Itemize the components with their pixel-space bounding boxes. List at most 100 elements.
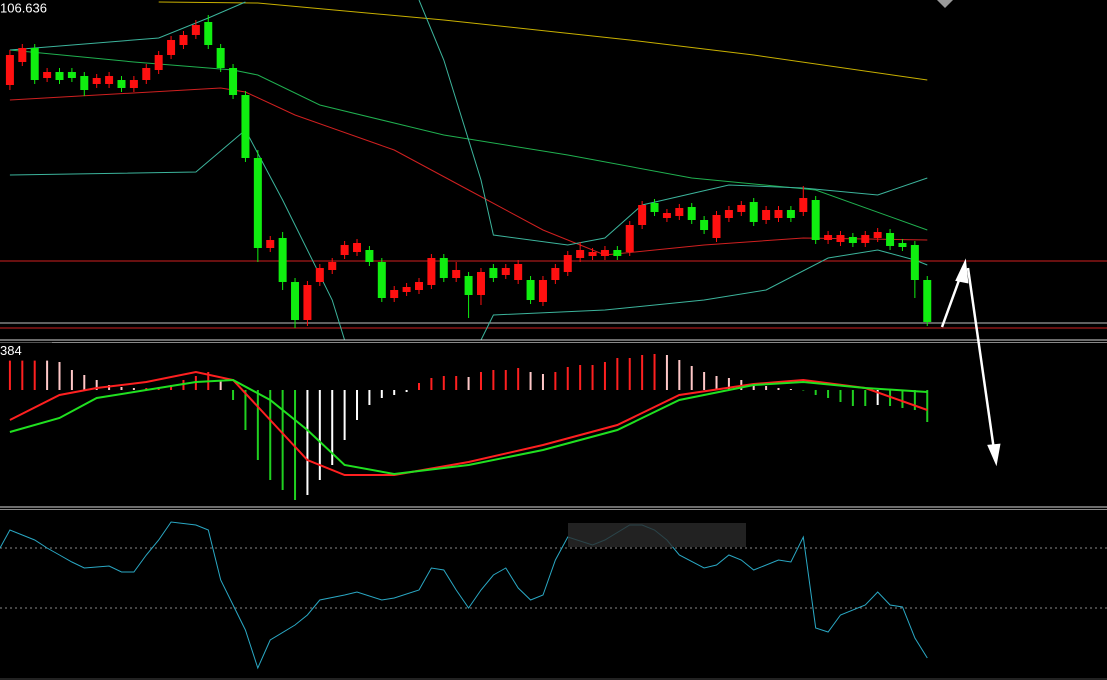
macd-histogram-bar bbox=[554, 372, 557, 390]
macd-histogram-bar bbox=[455, 376, 458, 390]
macd-histogram-bar bbox=[678, 360, 681, 390]
candle-body bbox=[191, 25, 200, 35]
macd-histogram-bar bbox=[120, 387, 123, 390]
macd-histogram-bar bbox=[256, 390, 259, 460]
candle-body bbox=[836, 235, 845, 242]
candle-body bbox=[266, 240, 275, 248]
candle-body bbox=[154, 55, 163, 70]
candle-body bbox=[92, 78, 101, 84]
macd-histogram-bar bbox=[269, 390, 272, 480]
macd-histogram-bar bbox=[727, 378, 730, 390]
candle-body bbox=[303, 285, 312, 320]
candle-body bbox=[167, 40, 176, 55]
macd-histogram-bar bbox=[21, 348, 24, 390]
macd-histogram-bar bbox=[343, 390, 346, 440]
macd-panel bbox=[8, 348, 929, 500]
macd-histogram-bar bbox=[864, 390, 867, 406]
macd-histogram-bar bbox=[95, 380, 98, 390]
macd-histogram-bar bbox=[58, 362, 61, 390]
candle-body bbox=[625, 225, 634, 252]
candle-body bbox=[910, 245, 919, 280]
candle-body bbox=[898, 243, 907, 247]
candle-body bbox=[861, 235, 870, 243]
candle-body bbox=[105, 76, 114, 84]
macd-histogram-bar bbox=[430, 378, 433, 390]
macd-histogram-bar bbox=[8, 350, 11, 390]
candle-body bbox=[67, 72, 76, 78]
macd-histogram-bar bbox=[827, 390, 830, 398]
candle-body bbox=[538, 280, 547, 302]
candle-body bbox=[30, 48, 39, 80]
candle-body bbox=[526, 280, 535, 300]
y-tick-label: 384 bbox=[0, 343, 22, 358]
candle-body bbox=[786, 210, 795, 218]
macd-histogram-bar bbox=[789, 389, 792, 390]
candle-body bbox=[241, 95, 250, 158]
moving-average-line bbox=[418, 0, 928, 246]
candle-body bbox=[762, 210, 771, 220]
macd-histogram-bar bbox=[356, 390, 359, 420]
candle-body bbox=[551, 268, 560, 280]
candle-body bbox=[278, 238, 287, 282]
candle-body bbox=[687, 207, 696, 220]
macd-histogram-bar bbox=[703, 372, 706, 390]
macd-histogram-bar bbox=[889, 390, 892, 406]
candle-body bbox=[600, 250, 609, 256]
candle-body bbox=[724, 210, 733, 218]
candle-body bbox=[886, 233, 895, 246]
candle-body bbox=[650, 203, 659, 212]
candle-body bbox=[328, 262, 337, 270]
y-tick-label: 106.636 bbox=[0, 0, 47, 15]
macd-histogram-bar bbox=[417, 383, 420, 390]
candle-body bbox=[774, 210, 783, 218]
candle-body bbox=[55, 72, 64, 80]
candle-body bbox=[142, 68, 151, 80]
macd-histogram-bar bbox=[517, 368, 520, 390]
macd-histogram-bar bbox=[541, 374, 544, 390]
macd-histogram-bar bbox=[715, 376, 718, 390]
price-panel bbox=[0, 0, 1107, 340]
macd-histogram-bar bbox=[70, 370, 73, 390]
macd-histogram-bar bbox=[83, 375, 86, 390]
macd-histogram-bar bbox=[442, 376, 445, 390]
candle-body bbox=[501, 268, 510, 275]
candle-body bbox=[340, 245, 349, 255]
macd-histogram-bar bbox=[529, 372, 532, 390]
candle-body bbox=[204, 22, 213, 45]
candle-body bbox=[824, 235, 833, 240]
macd-histogram-bar bbox=[170, 385, 173, 390]
macd-histogram-bar bbox=[393, 390, 396, 395]
candle-body bbox=[700, 220, 709, 230]
macd-histogram-bar bbox=[814, 390, 817, 395]
candle-body bbox=[613, 250, 622, 256]
y-tick-label-bg bbox=[0, 0, 52, 18]
arrow-head bbox=[987, 443, 1001, 467]
macd-histogram-bar bbox=[467, 377, 470, 390]
moving-average-line bbox=[9, 87, 928, 256]
candle-body bbox=[291, 282, 300, 320]
macd-histogram-bar bbox=[690, 366, 693, 390]
macd-histogram-bar bbox=[232, 390, 235, 400]
arrow-head bbox=[955, 258, 969, 284]
macd-histogram-bar bbox=[132, 388, 135, 390]
candle-body bbox=[848, 237, 857, 243]
macd-histogram-bar bbox=[876, 390, 879, 405]
macd-histogram-bar bbox=[665, 355, 668, 390]
candle-body bbox=[712, 215, 721, 238]
candle-body bbox=[129, 80, 138, 88]
corner-marker bbox=[937, 0, 953, 8]
macd-histogram-bar bbox=[777, 388, 780, 390]
candle-body bbox=[179, 35, 188, 45]
candle-body bbox=[464, 276, 473, 295]
candle-body bbox=[377, 262, 386, 298]
macd-histogram-bar bbox=[901, 390, 904, 408]
candle-body bbox=[365, 250, 374, 262]
candle-body bbox=[414, 282, 423, 290]
macd-line bbox=[9, 370, 928, 476]
macd-histogram-bar bbox=[802, 390, 805, 391]
macd-histogram-bar bbox=[244, 390, 247, 430]
macd-histogram-bar bbox=[851, 390, 854, 406]
candle-body bbox=[439, 258, 448, 278]
macd-histogram-bar bbox=[926, 390, 929, 422]
